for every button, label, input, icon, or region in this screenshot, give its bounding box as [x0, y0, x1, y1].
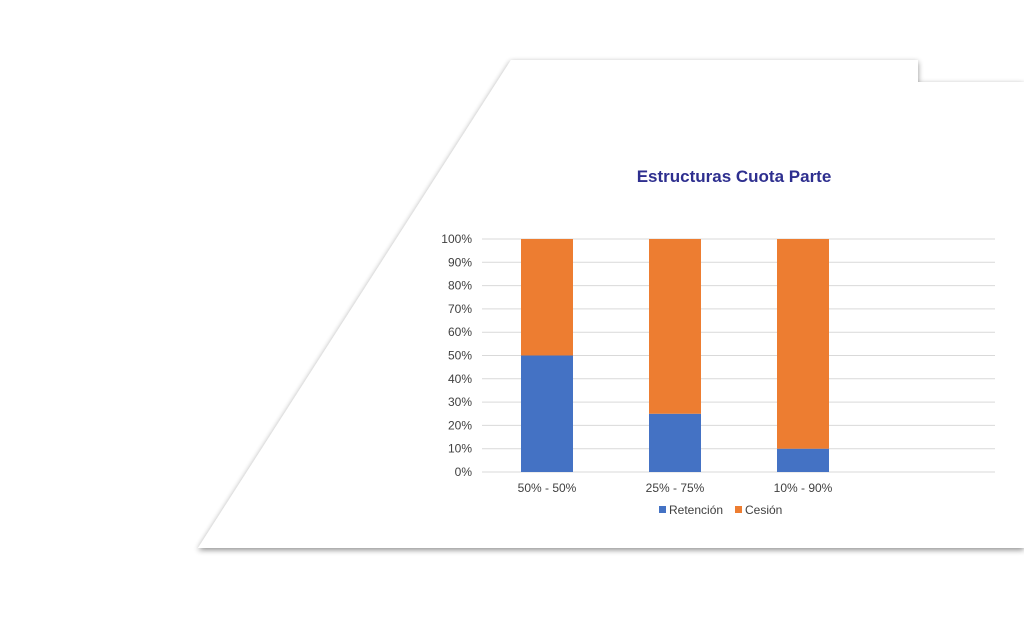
- y-tick-label: 60%: [448, 325, 472, 339]
- y-tick-label: 50%: [448, 349, 472, 363]
- x-tick-label: 25% - 75%: [646, 481, 705, 495]
- y-tick-label: 100%: [441, 232, 472, 246]
- y-tick-label: 30%: [448, 395, 472, 409]
- legend-swatch: [659, 506, 666, 513]
- bar-cesion: [777, 239, 829, 449]
- y-tick-label: 40%: [448, 372, 472, 386]
- y-tick-label: 0%: [455, 465, 473, 479]
- bar-cesion: [649, 239, 701, 414]
- x-tick-label: 10% - 90%: [774, 481, 833, 495]
- x-tick-label: 50% - 50%: [518, 481, 577, 495]
- y-tick-label: 80%: [448, 279, 472, 293]
- y-tick-label: 70%: [448, 302, 472, 316]
- y-tick-label: 90%: [448, 255, 472, 269]
- legend-label: Retención: [669, 503, 723, 517]
- y-tick-label: 10%: [448, 442, 472, 456]
- bar-retencion: [649, 413, 701, 472]
- legend: Retención Cesión: [659, 503, 782, 517]
- chart-title: Estructuras Cuota Parte: [637, 167, 832, 186]
- y-tick-label: 20%: [448, 418, 472, 432]
- legend-label: Cesión: [745, 503, 782, 517]
- bar-retencion: [521, 355, 573, 472]
- bars: [521, 239, 829, 472]
- bar-cesion: [521, 239, 573, 356]
- x-axis-ticks: 50% - 50% 25% - 75% 10% - 90%: [518, 481, 833, 495]
- legend-swatch: [735, 506, 742, 513]
- panel-fill: [200, 62, 1024, 548]
- y-axis-ticks: 0% 10% 20% 30% 40% 50% 60% 70% 80% 90% 100%: [441, 232, 472, 479]
- bar-retencion: [777, 448, 829, 472]
